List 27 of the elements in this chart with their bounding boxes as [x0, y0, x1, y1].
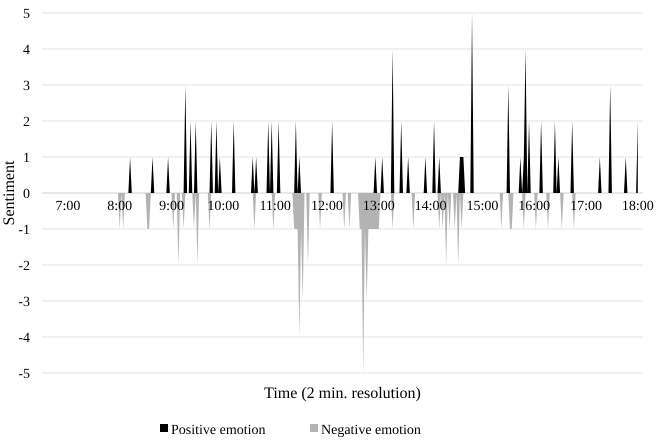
y-tick-label: 5	[23, 7, 30, 22]
x-tick-label: 9:00	[159, 199, 184, 214]
x-tick-label: 11:00	[259, 199, 291, 214]
y-tick-label: 2	[23, 115, 30, 130]
y-tick-label: -3	[18, 295, 30, 310]
x-tick-label: 15:00	[466, 199, 498, 214]
y-tick-label: -4	[18, 331, 30, 346]
x-tick-label: 18:00	[622, 199, 654, 214]
y-tick-label: 0	[23, 187, 30, 202]
x-tick-label: 7:00	[55, 199, 80, 214]
x-tick-label: 12:00	[311, 199, 343, 214]
x-tick-label: 14:00	[414, 199, 447, 214]
y-tick-label: -5	[18, 367, 30, 382]
y-tick-label: -1	[18, 223, 30, 238]
x-tick-label: 13:00	[362, 199, 395, 214]
x-axis-title: Time (2 min. resolution)	[264, 385, 421, 402]
x-tick-label: 16:00	[518, 199, 550, 214]
legend-label: Positive emotion	[171, 423, 266, 438]
y-tick-label: 3	[23, 79, 30, 94]
y-tick-label: -2	[18, 259, 30, 274]
legend-label: Negative emotion	[321, 423, 421, 438]
y-tick-label: 1	[23, 151, 30, 166]
x-tick-label: 10:00	[207, 199, 240, 214]
y-axis-title: Sentiment	[1, 160, 18, 226]
y-tick-label: 4	[23, 43, 30, 58]
x-tick-label: 17:00	[570, 199, 602, 214]
x-tick-label: 8:00	[107, 199, 132, 214]
